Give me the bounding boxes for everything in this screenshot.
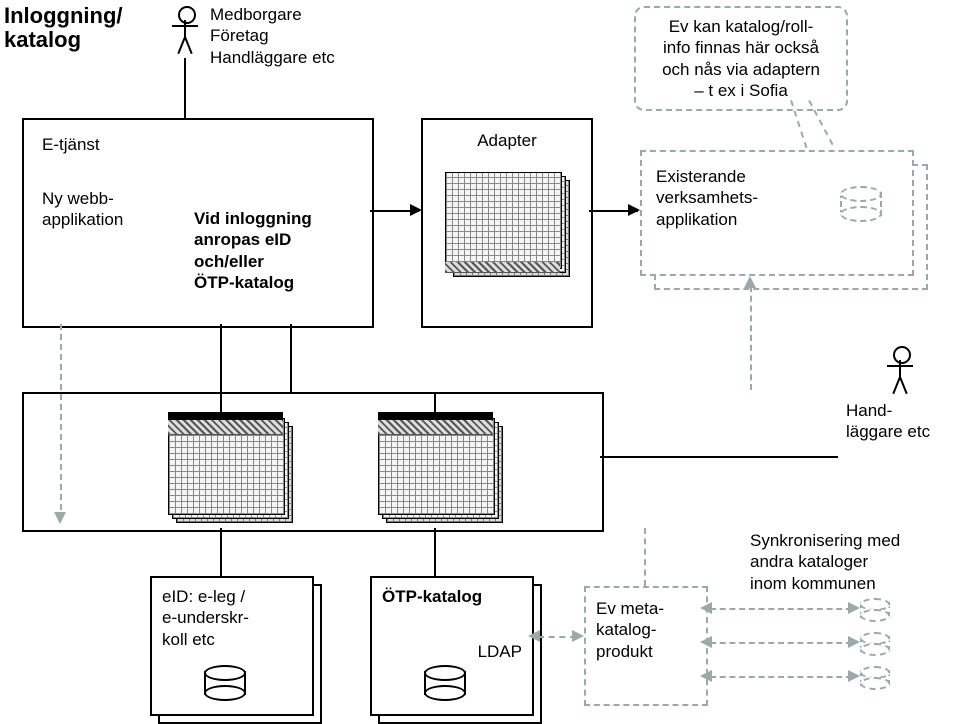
etjanst-heading: E-tjänst bbox=[42, 134, 100, 155]
eid-l2: e-underskr- bbox=[162, 607, 302, 628]
etjanst-col2-l2: anropas eID bbox=[194, 229, 312, 250]
arrow-head-icon bbox=[744, 276, 756, 288]
etjanst-col2: Vid inloggning anropas eID och/eller ÖTP… bbox=[194, 208, 312, 293]
etjanst-col2-l1: Vid inloggning bbox=[194, 208, 312, 229]
info-bubble: Ev kan katalog/roll- info finnas här ock… bbox=[634, 6, 848, 111]
sync-l2: andra kataloger bbox=[750, 551, 900, 572]
database-icon bbox=[860, 598, 890, 622]
database-icon bbox=[860, 632, 890, 656]
database-icon bbox=[840, 186, 882, 222]
existing-text: Existerande verksamhets- applikation bbox=[656, 166, 758, 230]
bubble-l3: och nås via adaptern bbox=[646, 59, 836, 80]
title-line2: katalog bbox=[4, 28, 123, 52]
connector bbox=[290, 324, 292, 392]
existing-l3: applikation bbox=[656, 209, 758, 230]
actor-line: Medborgare bbox=[210, 4, 335, 25]
actor-line: Företag bbox=[210, 25, 335, 46]
etjanst-box: E-tjänst Ny webb- applikation Vid inlogg… bbox=[22, 118, 374, 328]
actor-line: läggare etc bbox=[846, 421, 930, 442]
arrow-head-icon bbox=[410, 204, 422, 216]
connector bbox=[434, 392, 436, 412]
connector bbox=[600, 456, 838, 458]
eid-l3: koll etc bbox=[162, 629, 302, 650]
arrow-head-icon bbox=[700, 670, 712, 682]
person-icon bbox=[170, 6, 200, 58]
arrow-head-icon bbox=[700, 636, 712, 648]
grid-module-icon bbox=[445, 172, 560, 267]
connector bbox=[434, 528, 436, 576]
metakatalog-box: Ev meta- katalog- produkt bbox=[584, 586, 708, 706]
existing-l1: Existerande bbox=[656, 166, 758, 187]
connector bbox=[290, 392, 436, 394]
sync-l1: Synkronisering med bbox=[750, 530, 900, 551]
arrow-head-icon bbox=[628, 204, 640, 216]
arrow-head-icon bbox=[700, 602, 712, 614]
etjanst-col2-l4: ÖTP-katalog bbox=[194, 272, 312, 293]
existing-l2: verksamhets- bbox=[656, 187, 758, 208]
mk-l3: produkt bbox=[596, 641, 664, 662]
mk-l1: Ev meta- bbox=[596, 598, 664, 619]
metakatalog-text: Ev meta- katalog- produkt bbox=[596, 598, 664, 662]
grid-module-icon bbox=[168, 418, 283, 513]
database-icon bbox=[204, 665, 246, 701]
otp-sub: LDAP bbox=[382, 641, 522, 662]
database-icon bbox=[860, 666, 890, 690]
connector-dashed bbox=[710, 642, 852, 644]
sync-l3: inom kommunen bbox=[750, 573, 900, 594]
etjanst-col2-l3: och/eller bbox=[194, 251, 312, 272]
mk-l2: katalog- bbox=[596, 619, 664, 640]
connector-dashed bbox=[710, 676, 852, 678]
connector-dashed bbox=[710, 608, 852, 610]
etjanst-sub2: applikation bbox=[42, 209, 123, 230]
actor-line: Hand- bbox=[846, 400, 930, 421]
grid-module-icon bbox=[378, 418, 493, 513]
bubble-l2: info finnas här också bbox=[646, 37, 836, 58]
bubble-l1: Ev kan katalog/roll- bbox=[646, 16, 836, 37]
adapter-label: Adapter bbox=[423, 130, 591, 151]
person-icon bbox=[885, 346, 915, 398]
connector-dashed bbox=[750, 286, 752, 390]
connector bbox=[220, 324, 222, 412]
connector-dashed bbox=[60, 324, 62, 520]
arrow-head-icon bbox=[572, 630, 584, 642]
etjanst-sub1: Ny webb- bbox=[42, 188, 123, 209]
database-icon bbox=[424, 665, 466, 701]
arrow-head-icon bbox=[848, 670, 860, 682]
eid-l1: eID: e-leg / bbox=[162, 586, 302, 607]
arrow-head-icon bbox=[848, 636, 860, 648]
arrow-head-icon bbox=[54, 512, 66, 524]
diagram-title: Inloggning/ katalog bbox=[4, 4, 123, 52]
sync-label: Synkronisering med andra kataloger inom … bbox=[750, 530, 900, 594]
arrow-head-icon bbox=[848, 602, 860, 614]
connector bbox=[220, 528, 222, 576]
title-line1: Inloggning/ bbox=[4, 4, 123, 28]
modules-enclosure bbox=[22, 392, 604, 532]
right-actor-labels: Hand- läggare etc bbox=[846, 400, 930, 443]
connector bbox=[184, 58, 186, 118]
actor-line: Handläggare etc bbox=[210, 47, 335, 68]
connector-dashed bbox=[644, 528, 646, 586]
arrow-head-icon bbox=[528, 630, 540, 642]
otp-title: ÖTP-katalog bbox=[382, 586, 522, 607]
etjanst-sub: Ny webb- applikation bbox=[42, 188, 123, 231]
bubble-l4: – t ex i Sofia bbox=[646, 80, 836, 101]
top-actor-labels: Medborgare Företag Handläggare etc bbox=[210, 4, 335, 68]
connector-dashed bbox=[538, 636, 576, 638]
